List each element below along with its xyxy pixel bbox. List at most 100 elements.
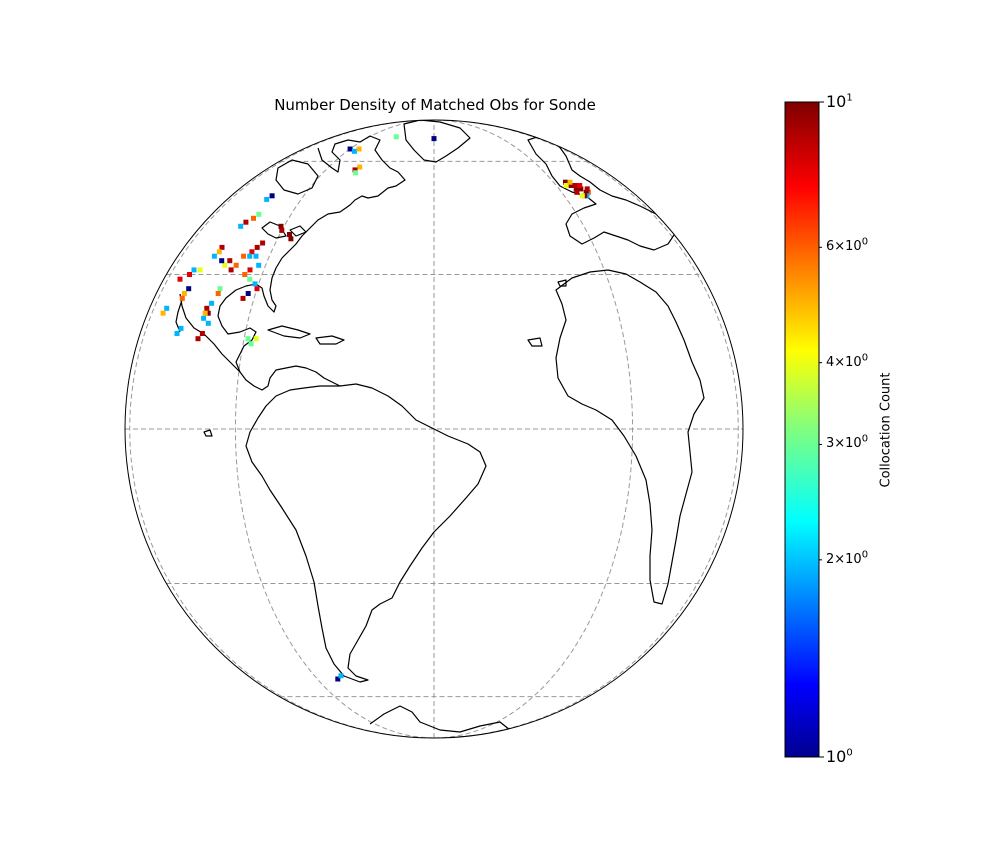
observation-cell [393, 134, 399, 140]
observation-cell [205, 310, 211, 316]
coastline-antarctica [369, 705, 511, 733]
coastline-africa [555, 269, 705, 605]
coastlines [175, 120, 705, 733]
observation-cell [174, 331, 180, 336]
observation-cell [248, 341, 254, 347]
observation-cell [563, 183, 569, 188]
observation-cell [351, 148, 357, 154]
observation-cell [256, 211, 262, 217]
observation-cell [251, 215, 256, 221]
observation-cell [356, 146, 362, 152]
observation-cell [216, 249, 222, 255]
colorbar-tick-label: 101 [826, 92, 853, 111]
observation-cell [578, 186, 584, 192]
coastline-south-america [245, 383, 487, 683]
observation-cell [287, 232, 292, 237]
colorbar-ticks [819, 101, 824, 758]
observation-cell [219, 258, 225, 264]
observation-cell [563, 179, 568, 185]
meridian-line [234, 120, 435, 738]
observation-cell [247, 253, 253, 259]
observation-cell [233, 262, 239, 268]
colorbar-tick-label: 4×100 [826, 352, 869, 370]
observation-cell [191, 267, 197, 273]
observation-cell [252, 281, 258, 287]
observation-cell [567, 179, 573, 185]
observation-cell [205, 320, 211, 326]
observation-cell [215, 291, 221, 296]
coastline-caribbean [267, 325, 345, 345]
observation-cell [269, 193, 275, 199]
coastline-europe [527, 135, 677, 251]
observation-cell [572, 183, 578, 188]
observation-cell [186, 286, 192, 292]
coastline-islands [203, 279, 567, 437]
observation-cell [247, 267, 253, 273]
observation-cell [264, 196, 270, 202]
observation-cell [245, 291, 251, 296]
colorbar-label: Collocation Count [878, 372, 894, 488]
observation-cell [201, 315, 207, 321]
observation-cell [254, 286, 260, 292]
observation-cell [242, 272, 248, 277]
colorbar-tick-label: 100 [826, 747, 853, 766]
observation-cell [279, 227, 285, 233]
colorbar-tick-label: 2×100 [826, 549, 869, 567]
observation-cell [254, 244, 260, 250]
coastline-north-america [217, 135, 406, 391]
observation-cell [288, 236, 294, 242]
observation-cell [584, 186, 590, 192]
observation-cell [253, 336, 259, 342]
observation-cell [209, 300, 215, 306]
observation-cell [199, 331, 205, 336]
observation-cell [187, 272, 192, 277]
observation-cell [197, 267, 203, 273]
observation-points [160, 134, 591, 682]
observation-cell [352, 167, 358, 173]
observation-cell [179, 295, 185, 301]
observation-cell [217, 286, 223, 292]
observation-cell [228, 267, 234, 273]
observation-cell [227, 258, 233, 264]
observation-cell [278, 223, 284, 229]
observation-cell [204, 305, 210, 311]
observation-cell [338, 673, 344, 679]
observation-cell [347, 146, 353, 152]
observation-cell [181, 291, 187, 296]
colorbar-tick-label: 3×100 [826, 434, 869, 452]
observation-cell [579, 193, 585, 199]
observation-cell [357, 164, 363, 170]
observation-cell [240, 295, 246, 301]
observation-cell [202, 310, 208, 316]
chart-title: Number Density of Matched Obs for Sonde [274, 96, 596, 114]
observation-cell [583, 189, 589, 195]
observation-cell [243, 219, 249, 225]
observation-cell [335, 676, 341, 682]
observation-cell [238, 223, 244, 229]
observation-cell [568, 183, 574, 188]
observation-cell [195, 336, 201, 342]
observation-cell [353, 170, 359, 176]
observation-cell [160, 310, 166, 316]
observation-cell [219, 244, 225, 250]
coastline-hudson-bay [275, 159, 319, 195]
observation-cell [577, 183, 583, 188]
observation-cell [431, 136, 437, 142]
colorbar [784, 101, 820, 758]
observation-cell [260, 240, 266, 246]
observation-cell [177, 276, 183, 282]
colorbar-tick-label: 6×100 [826, 236, 869, 255]
observation-cell [245, 336, 251, 342]
observation-cell [241, 253, 247, 259]
observation-cell [247, 276, 253, 282]
observation-cell [573, 186, 579, 192]
observation-cell [222, 262, 228, 268]
globe-outline [124, 119, 744, 739]
observation-cell [256, 262, 262, 268]
coastline-greenland [403, 120, 471, 163]
observation-cell [574, 189, 580, 195]
observation-cell [211, 253, 217, 259]
observation-cell [253, 253, 259, 259]
coastline-great-lakes [261, 221, 307, 239]
